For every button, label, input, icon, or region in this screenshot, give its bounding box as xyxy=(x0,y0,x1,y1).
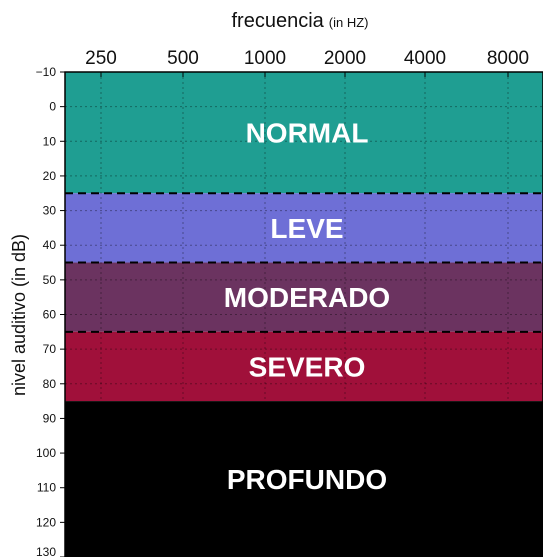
x-tick-label: 8000 xyxy=(487,48,529,69)
y-tick-labels: −10 0 10 20 30 40 50 60 70 80 90 100 110 120 130 xyxy=(36,65,65,557)
band-label-severo: SEVERO xyxy=(249,351,366,382)
y-tick-label: 130 xyxy=(36,545,56,557)
band-boundaries xyxy=(65,192,543,333)
y-tick-label: 100 xyxy=(36,446,56,460)
y-tick-label: 10 xyxy=(43,134,57,148)
y-tick-label: 60 xyxy=(43,308,57,322)
y-tick-label: 30 xyxy=(43,204,57,218)
y-axis-label: nivel auditivo (in dB) xyxy=(9,234,29,396)
x-tick-label: 1000 xyxy=(244,48,286,69)
band-labels: NORMAL LEVE MODERADO SEVERO PROFUNDO xyxy=(224,118,390,495)
y-tick-label: 70 xyxy=(43,342,57,356)
y-tick-label: 0 xyxy=(49,100,56,114)
x-tick-label: 2000 xyxy=(324,48,366,69)
band-label-moderado: MODERADO xyxy=(224,282,390,313)
x-tick-label: 500 xyxy=(167,48,199,69)
band-label-profundo: PROFUNDO xyxy=(227,464,387,495)
band-severo xyxy=(65,331,543,402)
y-tick-label: 80 xyxy=(43,377,57,391)
band-normal xyxy=(65,72,543,194)
x-axis-unit: (in HZ) xyxy=(329,15,369,30)
grid-lines xyxy=(65,71,543,557)
x-tick-label: 250 xyxy=(85,48,117,69)
band-profundo xyxy=(65,401,543,557)
y-tick-label: 90 xyxy=(43,411,57,425)
y-tick-label: 20 xyxy=(43,169,57,183)
x-tick-labels: 250 500 1000 2000 4000 8000 xyxy=(85,48,529,77)
y-tick-label: 40 xyxy=(43,238,57,252)
band-label-leve: LEVE xyxy=(270,213,343,244)
y-tick-label: −10 xyxy=(36,65,57,79)
y-tick-label: 110 xyxy=(37,481,56,495)
y-tick-label: 120 xyxy=(36,515,56,529)
band-label-normal: NORMAL xyxy=(246,118,369,149)
hearing-level-bands xyxy=(65,72,543,557)
band-leve xyxy=(65,193,543,263)
x-axis-title: frecuencia (in HZ) xyxy=(232,10,369,32)
band-moderado xyxy=(65,262,543,332)
x-tick-label: 4000 xyxy=(404,48,446,69)
x-axis-label: frecuencia xyxy=(232,10,325,32)
plot-frame xyxy=(64,71,543,557)
y-tick-label: 50 xyxy=(43,273,57,287)
